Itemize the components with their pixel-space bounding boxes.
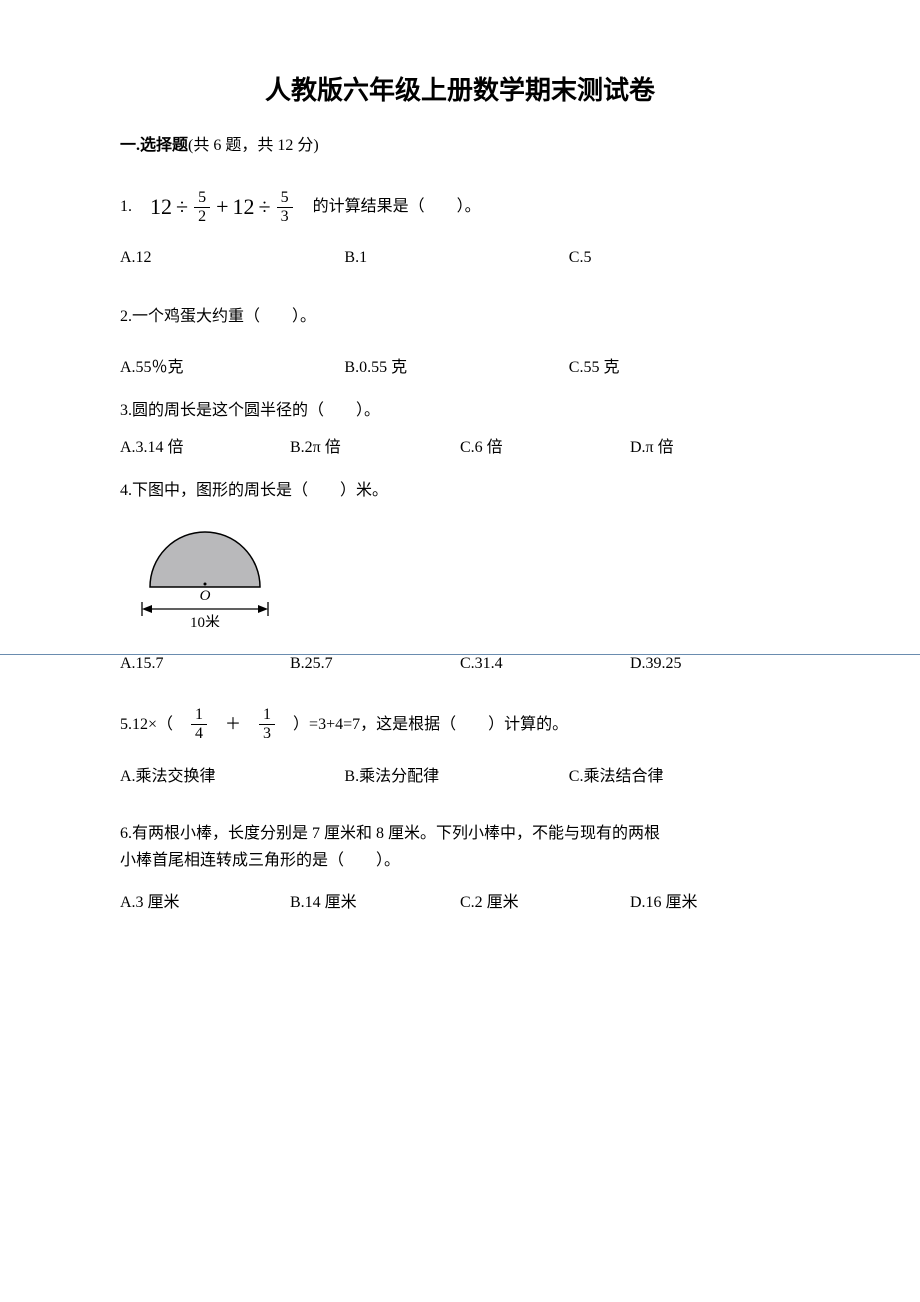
- q4-figure-semicircle: O 10米: [120, 517, 800, 627]
- question-1-stem: 1. 12 ÷ 5 2 + 12 ÷ 5 3 的计算结果是（ ）。: [120, 185, 800, 229]
- q1-term-a: 12: [150, 185, 172, 229]
- q5-choice-b: B.乘法分配律: [344, 762, 568, 786]
- q2-choice-a: A.55％克: [120, 353, 344, 377]
- section-heading: 一.选择题(共 6 题，共 12 分): [120, 131, 800, 155]
- q5-tail: ）=3+4=7，这是根据（ ）计算的。: [277, 709, 568, 741]
- q1-choice-c: C.5: [569, 249, 793, 267]
- fraction-denominator: 3: [259, 725, 275, 742]
- question-5: 5.12×（ 1 4 ＋ 1 3 ）=3+4=7，这是根据（ ）计算的。: [120, 707, 800, 742]
- divide-sign: ÷: [259, 185, 271, 229]
- q4-stem: 4.下图中，图形的周长是（ ）米。: [120, 482, 388, 499]
- q4-choice-a: A.15.7: [120, 655, 290, 673]
- q6-choice-d: D.16 厘米: [630, 888, 800, 912]
- q2-stem: 2.一个鸡蛋大约重（ ）。: [120, 308, 316, 325]
- q1-tail: 的计算结果是（ ）。: [313, 191, 481, 223]
- q5-lead: 5.12×（: [120, 709, 189, 741]
- question-3: 3.圆的周长是这个圆半径的（ ）。: [120, 395, 800, 427]
- question-6: 6.有两根小棒，长度分别是 7 厘米和 8 厘米。下列小棒中，不能与现有的两根 …: [120, 820, 800, 874]
- q4-choice-c: C.31.4: [460, 655, 630, 673]
- q6-line1: 6.有两根小棒，长度分别是 7 厘米和 8 厘米。下列小棒中，不能与现有的两根: [120, 820, 800, 847]
- fraction-denominator: 3: [277, 208, 293, 225]
- q5-choice-a: A.乘法交换律: [120, 762, 344, 786]
- question-5-stem: 5.12×（ 1 4 ＋ 1 3 ）=3+4=7，这是根据（ ）计算的。: [120, 707, 800, 742]
- horizontal-guide-line: [0, 654, 920, 655]
- q2-choices: A.55％克 B.0.55 克 C.55 克: [120, 353, 800, 377]
- q6-choice-b: B.14 厘米: [290, 888, 460, 912]
- divide-sign: ÷: [176, 185, 188, 229]
- svg-text:10米: 10米: [190, 614, 220, 627]
- fraction-1-4: 1 4: [191, 707, 207, 742]
- q6-choice-c: C.2 厘米: [460, 888, 630, 912]
- q1-number: 1.: [120, 191, 132, 223]
- q4-choices: A.15.7 B.25.7 C.31.4 D.39.25: [120, 655, 800, 673]
- section-index: 一.: [120, 137, 140, 154]
- q5-choices: A.乘法交换律 B.乘法分配律 C.乘法结合律: [120, 762, 800, 786]
- question-4: 4.下图中，图形的周长是（ ）米。: [120, 475, 800, 507]
- section-name: 选择题: [140, 137, 188, 154]
- fraction-numerator: 1: [259, 707, 275, 725]
- q3-choice-a: A.3.14 倍: [120, 433, 290, 457]
- section-info: (共 6 题，共 12 分): [188, 137, 319, 154]
- fraction-5-3: 5 3: [277, 190, 293, 225]
- q1-choices: A.12 B.1 C.5: [120, 249, 800, 267]
- q3-choices: A.3.14 倍 B.2π 倍 C.6 倍 D.π 倍: [120, 433, 800, 457]
- q6-line2: 小棒首尾相连转成三角形的是（ ）。: [120, 847, 800, 874]
- fraction-1-3: 1 3: [259, 707, 275, 742]
- q2-choice-c: C.55 克: [569, 353, 793, 377]
- exam-page: 人教版六年级上册数学期末测试卷 一.选择题(共 6 题，共 12 分) 1. 1…: [0, 0, 920, 1302]
- q5-mid: ＋: [209, 709, 257, 741]
- q5-choice-c: C.乘法结合律: [569, 762, 793, 786]
- q4-choice-d: D.39.25: [630, 655, 800, 673]
- plus-sign: +: [216, 185, 228, 229]
- q1-choice-b: B.1: [344, 249, 568, 267]
- q4-choice-b: B.25.7: [290, 655, 460, 673]
- q6-choices: A.3 厘米 B.14 厘米 C.2 厘米 D.16 厘米: [120, 888, 800, 912]
- q1-choice-a: A.12: [120, 249, 344, 267]
- q3-choice-d: D.π 倍: [630, 433, 800, 457]
- q3-choice-b: B.2π 倍: [290, 433, 460, 457]
- q3-stem: 3.圆的周长是这个圆半径的（ ）。: [120, 402, 380, 419]
- q2-choice-b: B.0.55 克: [344, 353, 568, 377]
- q1-expression: 12 ÷ 5 2 + 12 ÷ 5 3: [150, 185, 295, 229]
- fraction-5-2: 5 2: [194, 190, 210, 225]
- fraction-denominator: 2: [194, 208, 210, 225]
- q1-term-b: 12: [233, 185, 255, 229]
- fraction-denominator: 4: [191, 725, 207, 742]
- fraction-numerator: 5: [194, 190, 210, 208]
- q6-choice-a: A.3 厘米: [120, 888, 290, 912]
- fraction-numerator: 5: [277, 190, 293, 208]
- fraction-numerator: 1: [191, 707, 207, 725]
- q3-choice-c: C.6 倍: [460, 433, 630, 457]
- question-1: 1. 12 ÷ 5 2 + 12 ÷ 5 3 的计算结果是（ ）。: [120, 185, 800, 229]
- svg-text:O: O: [200, 588, 211, 604]
- page-title: 人教版六年级上册数学期末测试卷: [120, 70, 800, 107]
- question-2: 2.一个鸡蛋大约重（ ）。: [120, 301, 800, 333]
